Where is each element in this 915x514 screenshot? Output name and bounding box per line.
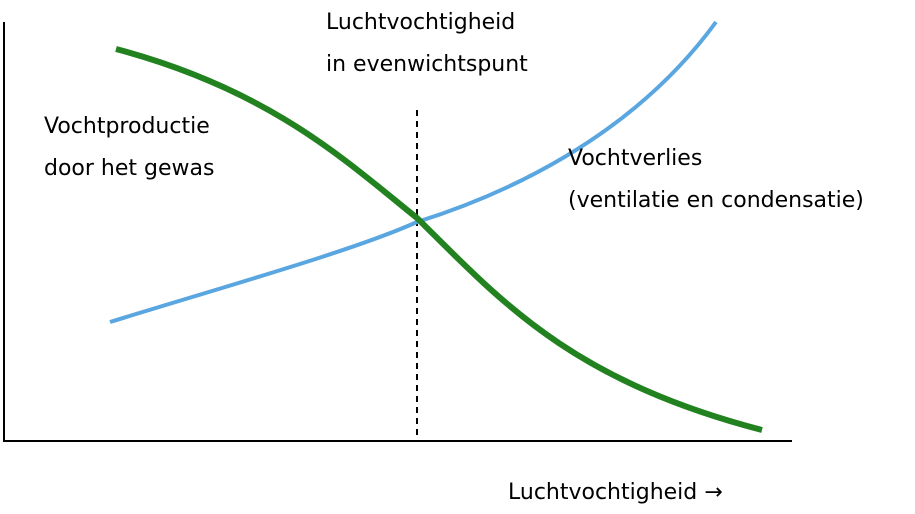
equilibrium-label-line-1: Luchtvochtigheid [326,10,516,35]
x-axis-label: Luchtvochtigheid → [508,480,723,505]
equilibrium-label: Luchtvochtigheid in evenwichtspunt [326,2,528,86]
equilibrium-label-line-2: in evenwichtspunt [326,52,528,77]
loss-label-line-1: Vochtverlies [568,146,703,171]
moisture-production-curve [115,46,763,433]
production-label-line-1: Vochtproductie [44,114,210,139]
loss-label-line-2: (ventilatie en condensatie) [568,188,864,213]
loss-label: Vochtverlies (ventilatie en condensatie) [568,138,864,222]
production-label: Vochtproductie door het gewas [44,106,214,190]
production-label-line-2: door het gewas [44,156,215,181]
